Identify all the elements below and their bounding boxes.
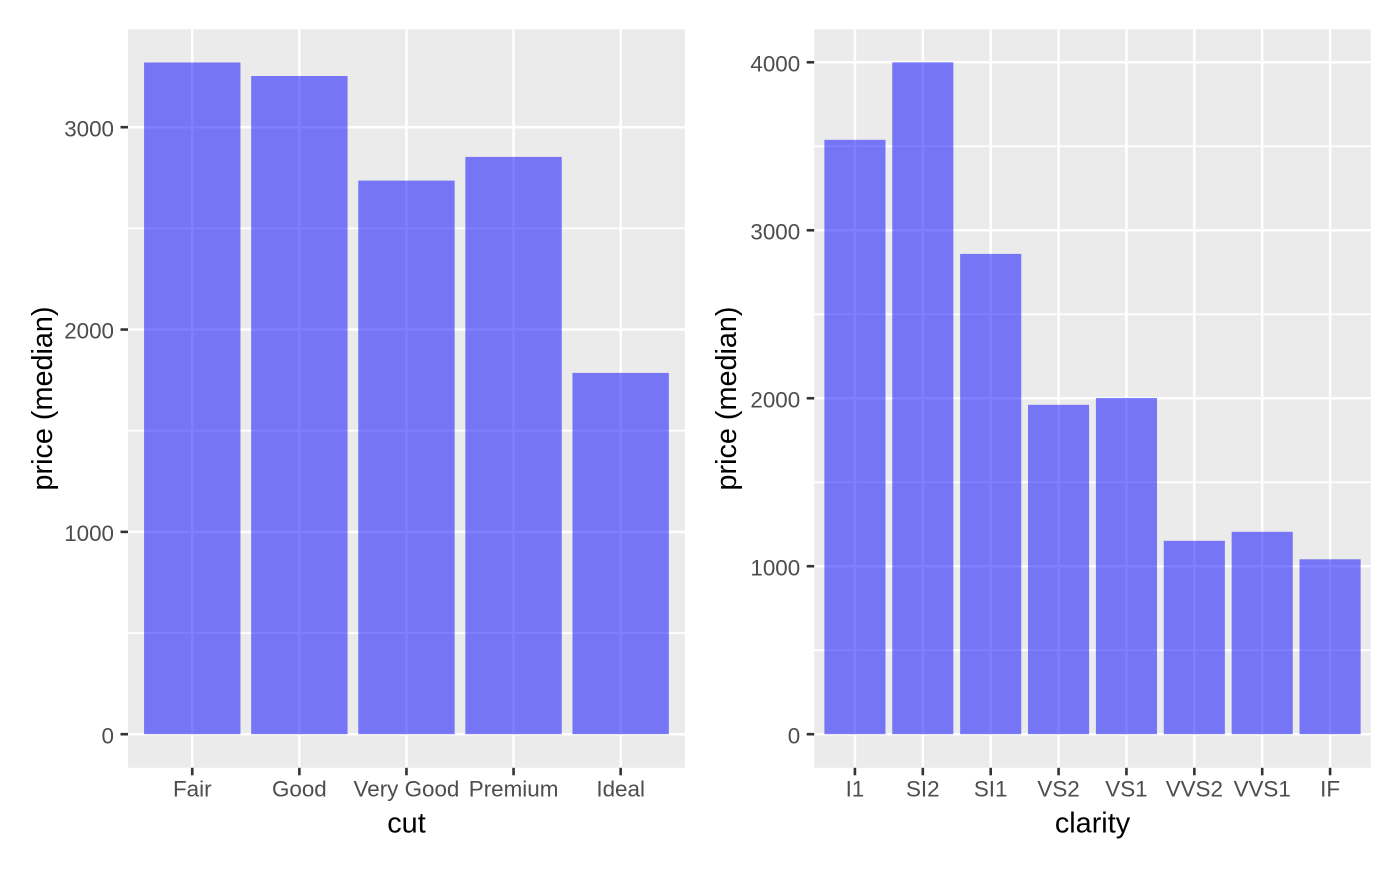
svg-text:2000: 2000 [750,387,800,412]
svg-text:3000: 3000 [64,116,114,141]
svg-text:cut: cut [387,807,425,839]
svg-text:IF: IF [1320,777,1340,802]
svg-text:VVS1: VVS1 [1234,777,1291,802]
svg-text:Good: Good [272,777,327,802]
svg-text:I1: I1 [846,777,865,802]
svg-text:Very Good: Very Good [354,777,460,802]
svg-text:0: 0 [102,723,114,748]
svg-text:3000: 3000 [750,219,800,244]
svg-text:1000: 1000 [64,521,114,546]
svg-text:SI2: SI2 [906,777,940,802]
svg-text:0: 0 [788,723,800,748]
svg-text:price (median): price (median) [711,306,743,490]
svg-text:VS1: VS1 [1105,777,1147,802]
svg-text:Ideal: Ideal [596,777,645,802]
svg-text:VS2: VS2 [1037,777,1079,802]
svg-text:clarity: clarity [1055,807,1131,839]
svg-text:Fair: Fair [173,777,212,802]
svg-text:2000: 2000 [64,319,114,344]
svg-text:VVS2: VVS2 [1166,777,1223,802]
svg-text:SI1: SI1 [974,777,1008,802]
svg-text:1000: 1000 [750,555,800,580]
svg-text:4000: 4000 [750,51,800,76]
svg-text:price (median): price (median) [27,306,59,490]
svg-text:Premium: Premium [469,777,559,802]
